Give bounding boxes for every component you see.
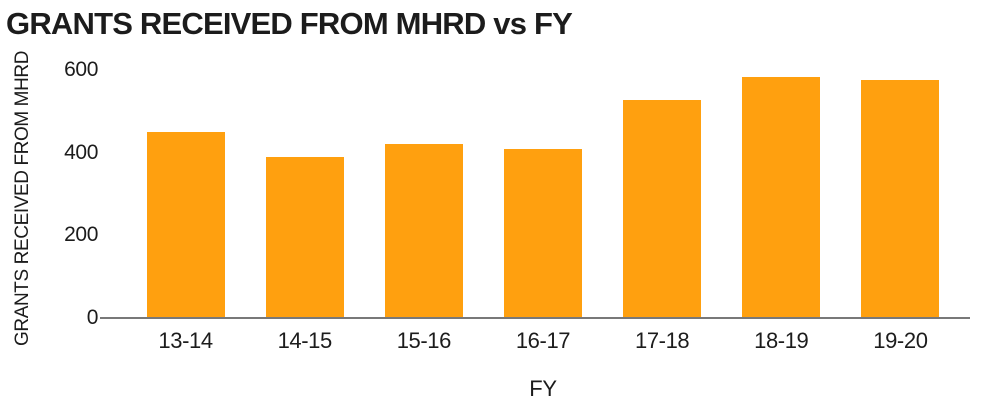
x-tick-label: 17-18 — [634, 328, 690, 353]
bar-slot — [603, 70, 722, 318]
y-axis-ticks: 0 200 400 600 — [0, 58, 98, 329]
chart-title: GRANTS RECEIVED FROM MHRD vs FY — [6, 6, 573, 41]
bar-16-17 — [503, 148, 582, 318]
y-tick-label: 400 — [64, 140, 98, 164]
bar-slot — [126, 70, 245, 318]
bar-slot — [483, 70, 602, 318]
bar-slot — [364, 70, 483, 318]
x-tick-label: 13-14 — [158, 328, 213, 353]
y-tick-label: 200 — [64, 223, 98, 247]
bar-slot — [841, 70, 960, 318]
x-axis-title: FY — [529, 376, 557, 401]
bar-slot — [245, 70, 364, 318]
y-tick-label: 0 — [86, 306, 99, 329]
x-tick-label: 18-19 — [754, 328, 809, 353]
x-tick-label: 15-16 — [396, 328, 452, 353]
x-tick-label: 19-20 — [873, 328, 928, 353]
bar-14-15 — [265, 156, 344, 318]
bar-17-18 — [623, 100, 702, 318]
x-tick-label: 14-15 — [277, 328, 333, 353]
bar-19-20 — [861, 79, 940, 318]
bar-15-16 — [384, 144, 463, 318]
plot-area — [126, 70, 960, 318]
x-axis-line — [100, 317, 970, 319]
x-axis-ticks: 13-14 14-15 15-16 16-17 17-18 18-19 19-20 — [126, 329, 960, 353]
y-tick-label: 600 — [64, 58, 98, 81]
x-tick-label: 16-17 — [515, 328, 571, 353]
bar-13-14 — [146, 132, 225, 318]
bar-slot — [722, 70, 841, 318]
bar-18-19 — [742, 77, 821, 318]
